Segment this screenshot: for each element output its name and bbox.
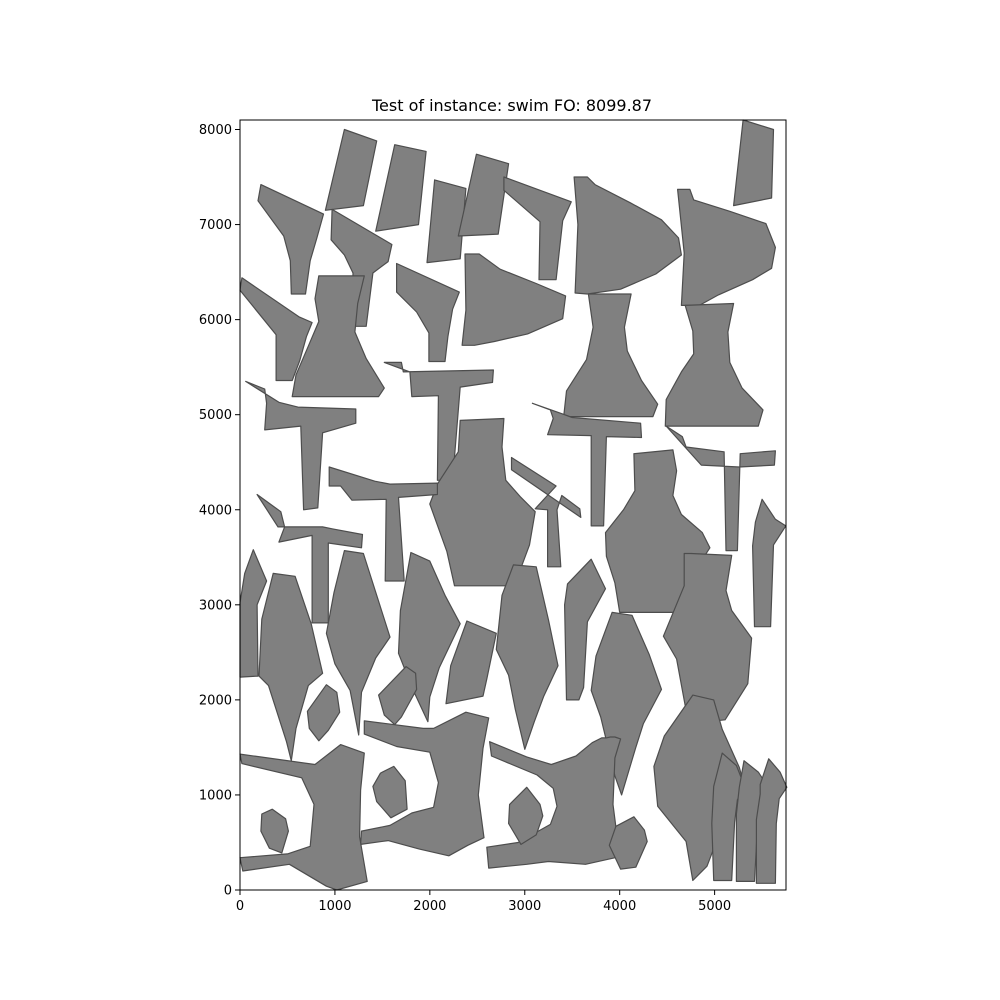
x-tick-label: 4000 — [603, 899, 636, 914]
piece-29 — [258, 572, 324, 762]
x-tick-label: 5000 — [698, 899, 731, 914]
y-tick-label: 2000 — [199, 693, 232, 708]
piece-28 — [239, 549, 268, 678]
piece-25 — [510, 456, 582, 568]
piece-11 — [239, 277, 313, 382]
piece-40 — [486, 736, 622, 869]
x-tick-label: 1000 — [318, 899, 351, 914]
piece-18 — [245, 380, 357, 511]
piece-33 — [563, 558, 607, 701]
polygon-pieces — [239, 119, 788, 891]
piece-48 — [755, 758, 788, 884]
piece-6 — [257, 184, 325, 295]
piece-2 — [375, 144, 427, 232]
piece-43 — [508, 786, 544, 846]
piece-4 — [457, 153, 510, 237]
y-tick-label: 8000 — [199, 123, 232, 138]
x-tick-label: 3000 — [508, 899, 541, 914]
y-tick-label: 6000 — [199, 313, 232, 328]
y-tick-label: 4000 — [199, 503, 232, 518]
x-axis: 0 1000 2000 3000 4000 5000 — [236, 890, 731, 914]
piece-19 — [531, 402, 643, 527]
piece-39 — [360, 711, 490, 857]
y-tick-label: 3000 — [199, 598, 232, 613]
piece-23 — [328, 466, 438, 582]
piece-10 — [676, 188, 777, 306]
piece-1 — [324, 128, 378, 211]
piece-20 — [665, 425, 777, 552]
piece-32 — [495, 564, 559, 750]
piece-3 — [426, 179, 467, 264]
piece-17 — [383, 361, 494, 481]
y-tick-label: 7000 — [199, 218, 232, 233]
piece-26 — [751, 498, 787, 628]
piece-34 — [445, 620, 497, 705]
piece-45 — [608, 816, 648, 870]
piece-24 — [256, 493, 364, 624]
piece-36 — [306, 684, 341, 742]
chart-title: Test of instance: swim FO: 8099.87 — [371, 96, 652, 115]
y-tick-label: 0 — [224, 884, 232, 899]
piece-41 — [239, 743, 368, 891]
piece-7 — [330, 208, 393, 327]
piece-30 — [325, 549, 391, 736]
piece-27 — [662, 552, 753, 722]
piece-42 — [372, 765, 408, 819]
piece-15 — [563, 293, 659, 418]
piece-13 — [461, 253, 567, 346]
piece-16 — [664, 302, 764, 427]
piece-5 — [732, 119, 775, 207]
y-axis: 0 1000 2000 3000 4000 5000 6000 7000 8000 — [199, 123, 240, 899]
y-tick-label: 5000 — [199, 408, 232, 423]
plot-area-frame — [239, 119, 787, 891]
x-tick-label: 2000 — [413, 899, 446, 914]
piece-44 — [260, 808, 289, 854]
y-tick-label: 1000 — [199, 788, 232, 803]
piece-12 — [396, 262, 460, 363]
piece-8 — [503, 176, 572, 281]
x-tick-label: 0 — [236, 899, 244, 914]
piece-37 — [378, 665, 418, 726]
piece-9 — [573, 176, 683, 295]
piece-14 — [291, 275, 385, 398]
